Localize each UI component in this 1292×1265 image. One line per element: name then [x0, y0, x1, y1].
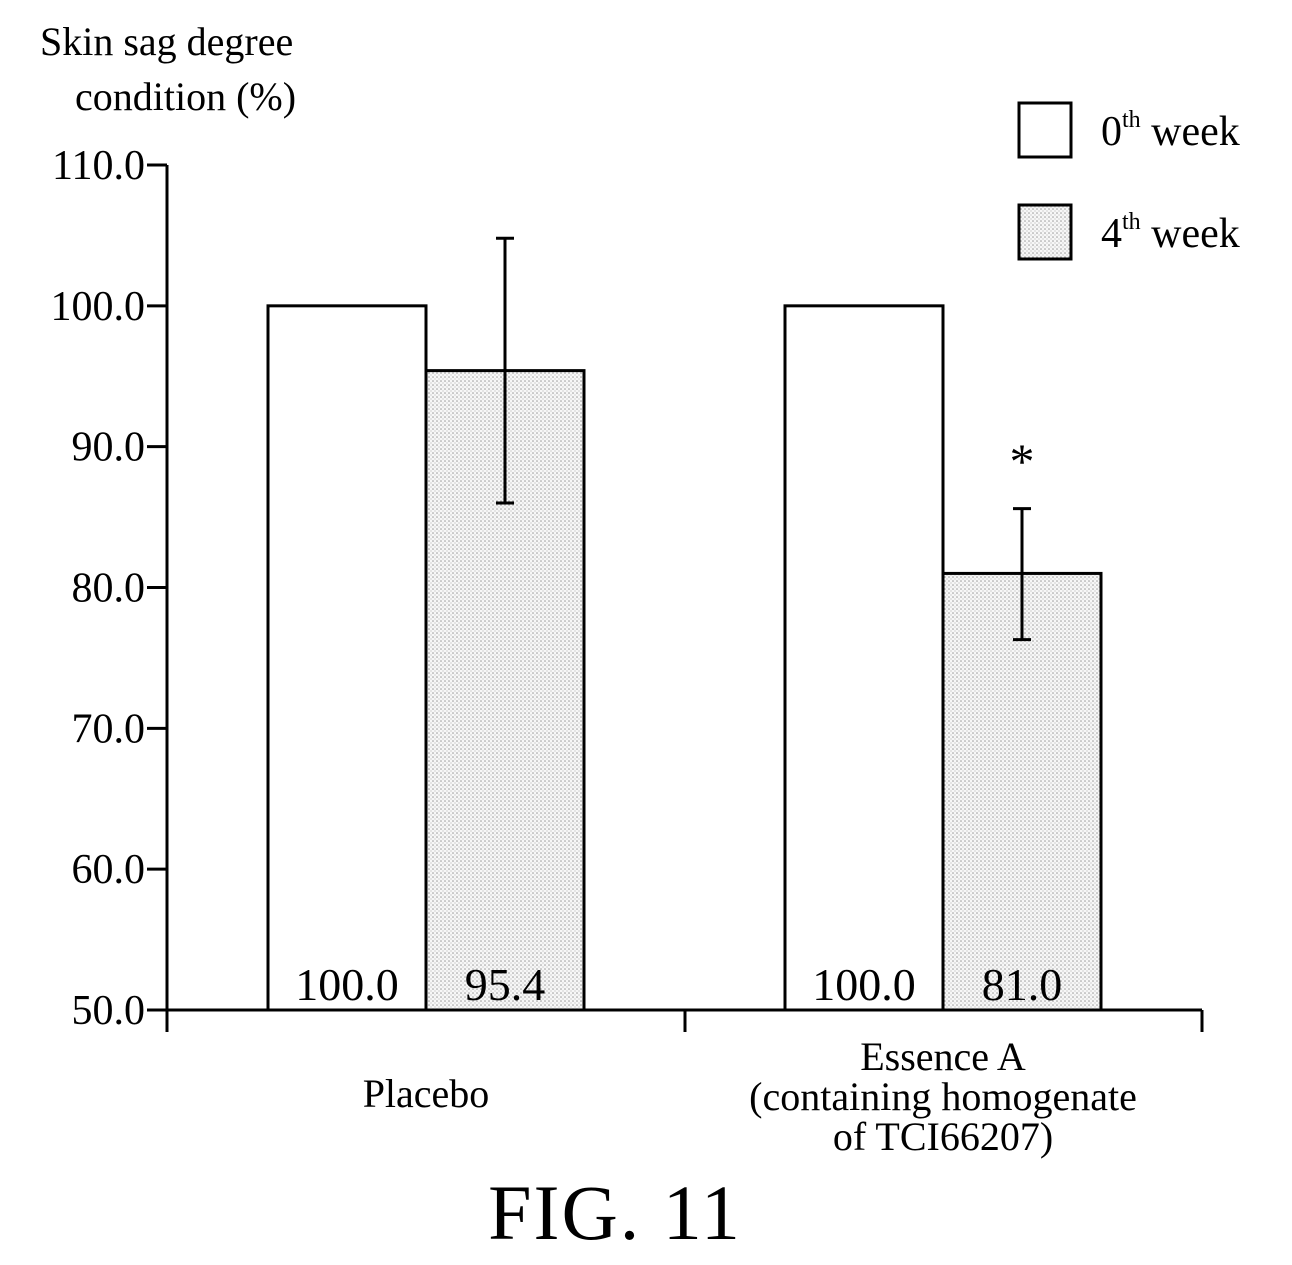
- legend-superscript: th: [1122, 209, 1141, 235]
- legend-suffix: week: [1141, 211, 1240, 257]
- bar-value-label: 100.0: [812, 959, 916, 1010]
- legend-swatch: [1017, 203, 1073, 261]
- y-axis-title-line: Skin sag degree: [40, 19, 293, 64]
- y-tick-label: 70.0: [72, 706, 146, 752]
- figure-caption: FIG. 11: [488, 1169, 742, 1256]
- y-tick-label: 110.0: [52, 143, 145, 189]
- bar-value-label: 95.4: [465, 959, 546, 1010]
- y-tick-label: 90.0: [72, 425, 146, 471]
- bars: 100.0 100.0 95.4 81.0 *: [266, 236, 1103, 1012]
- significance-marker: *: [1010, 433, 1035, 489]
- y-tick-label: 50.0: [72, 988, 146, 1034]
- bar: [783, 304, 945, 1012]
- y-tick-label: 80.0: [72, 566, 146, 612]
- x-category-label: of TCI66207): [833, 1114, 1053, 1159]
- y-tick-label: 60.0: [72, 847, 146, 893]
- legend-swatch: [1017, 101, 1073, 159]
- y-tick-label: 100.0: [51, 284, 146, 330]
- legend-label: 0th week: [1101, 107, 1240, 155]
- legend-label: 4th week: [1101, 209, 1240, 257]
- bar-value-label: 81.0: [982, 959, 1063, 1010]
- x-axis: Placebo Essence A(containing homogenateof…: [165, 1008, 1204, 1159]
- x-category-label: Essence A: [860, 1034, 1026, 1079]
- bar: [266, 304, 428, 1012]
- bar-value-label: 100.0: [295, 959, 399, 1010]
- bar-chart: Skin sag degree condition (%) 50.0 60.0 70.…: [40, 19, 1240, 1159]
- y-axis-title-line: condition (%): [75, 74, 296, 119]
- legend-suffix: week: [1141, 109, 1240, 155]
- y-axis-label: Skin sag degree condition (%): [40, 19, 296, 119]
- legend-superscript: th: [1122, 107, 1141, 133]
- legend: 0th week 4th week: [1017, 101, 1240, 261]
- bar: [941, 571, 1103, 1012]
- y-axis: 50.0 60.0 70.0 80.0 90.0 100.0 110.0: [51, 143, 169, 1034]
- x-category-label: Placebo: [363, 1071, 490, 1116]
- x-category-label: (containing homogenate: [749, 1074, 1137, 1119]
